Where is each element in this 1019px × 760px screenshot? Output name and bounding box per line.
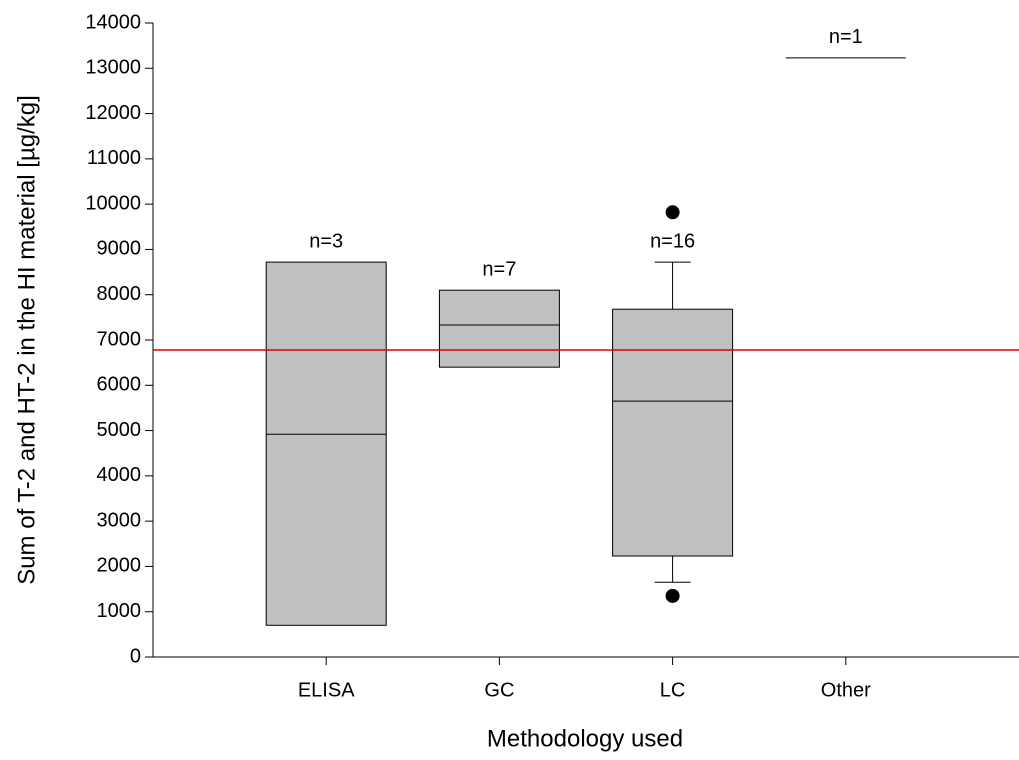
n-label: n=16 xyxy=(650,230,695,252)
n-label: n=1 xyxy=(829,26,863,48)
y-tick-label: 7000 xyxy=(97,328,142,350)
y-tick-label: 4000 xyxy=(97,464,142,486)
y-tick-label: 12000 xyxy=(85,102,141,124)
y-tick-label: 10000 xyxy=(85,192,141,214)
y-tick-label: 6000 xyxy=(97,374,142,396)
y-tick-label: 11000 xyxy=(87,147,141,169)
y-tick-label: 3000 xyxy=(97,509,142,531)
y-tick-label: 13000 xyxy=(85,57,141,79)
y-tick-label: 1000 xyxy=(97,600,142,622)
box xyxy=(438,289,560,368)
x-tick-label: ELISA xyxy=(298,679,355,701)
y-tick-label: 14000 xyxy=(85,11,141,33)
x-tick-label: GC xyxy=(484,679,514,701)
box xyxy=(612,308,734,557)
y-axis-label: Sum of T-2 and HT-2 in the HI material [… xyxy=(13,95,40,585)
n-label: n=3 xyxy=(309,230,343,252)
outlier xyxy=(665,205,680,220)
y-tick-label: 2000 xyxy=(97,555,142,577)
y-tick-label: 5000 xyxy=(97,419,142,441)
outlier xyxy=(665,588,680,603)
x-tick-label: Other xyxy=(821,679,871,701)
box xyxy=(265,261,387,626)
n-label: n=7 xyxy=(482,258,516,280)
x-axis-label: Methodology used xyxy=(487,725,683,752)
y-tick-label: 9000 xyxy=(97,238,142,260)
x-tick-label: LC xyxy=(660,679,686,701)
y-tick-label: 0 xyxy=(130,645,141,667)
y-tick-label: 8000 xyxy=(97,283,142,305)
